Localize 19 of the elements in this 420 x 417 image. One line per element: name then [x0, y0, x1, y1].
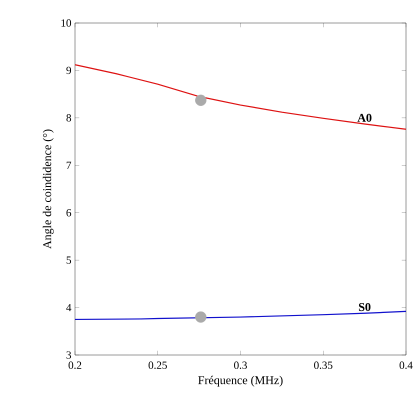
y-tick-label: 7	[66, 162, 72, 169]
series-label: S0	[358, 303, 370, 312]
x-axis-title: Fréquence (MHz)	[198, 376, 283, 387]
x-tick-label: 0.4	[400, 362, 413, 369]
y-tick-label: 8	[66, 114, 72, 122]
line-series	[75, 64, 406, 130]
y-tick-label: 3	[66, 351, 72, 359]
y-axis-title: Angle de coindidence (°)	[42, 130, 54, 249]
y-tick-label: 4	[66, 304, 72, 312]
x-tick-label: 0.25	[148, 362, 167, 369]
y-tick-label: 9	[66, 66, 72, 74]
line-series	[75, 310, 406, 320]
series-label: A0	[357, 114, 372, 122]
x-tick-label: 0.3	[234, 362, 247, 369]
x-tick-label: 0.2	[68, 362, 82, 369]
y-tick-label: 6	[66, 209, 72, 216]
y-tick-label: 5	[66, 256, 72, 264]
y-tick-label: 10	[61, 19, 72, 27]
x-tick-label: 0.35	[314, 362, 332, 369]
